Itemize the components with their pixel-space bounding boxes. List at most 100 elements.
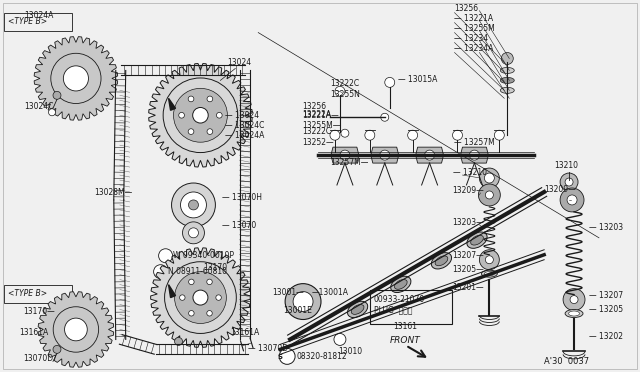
Text: 13024C: 13024C (24, 102, 54, 111)
Circle shape (381, 113, 388, 121)
Text: 13161A: 13161A (230, 328, 260, 337)
Circle shape (484, 173, 494, 183)
Text: 13209—: 13209— (544, 185, 576, 194)
Text: PLUG  プラグ: PLUG プラグ (374, 305, 412, 314)
Text: — 13070: — 13070 (222, 221, 257, 230)
Circle shape (189, 311, 194, 316)
Ellipse shape (500, 87, 515, 93)
Circle shape (469, 150, 479, 160)
Polygon shape (38, 292, 114, 367)
Circle shape (164, 262, 236, 333)
Circle shape (479, 168, 499, 188)
Text: 13222C: 13222C (330, 79, 359, 89)
Text: 13070D: 13070D (23, 355, 53, 363)
Circle shape (380, 150, 390, 160)
Polygon shape (150, 248, 250, 347)
Polygon shape (371, 147, 399, 163)
Circle shape (53, 307, 99, 352)
Text: 13252—: 13252— (302, 138, 333, 147)
Text: — 13070H: — 13070H (222, 193, 262, 202)
Text: 13256: 13256 (454, 4, 479, 13)
Circle shape (341, 129, 349, 137)
Circle shape (330, 130, 340, 140)
Polygon shape (34, 36, 118, 120)
Text: 13028M—: 13028M— (94, 188, 132, 197)
Circle shape (365, 130, 375, 140)
Circle shape (340, 150, 350, 160)
Circle shape (424, 150, 435, 160)
Text: S: S (278, 355, 283, 360)
Circle shape (494, 130, 504, 140)
Text: FRONT: FRONT (390, 336, 420, 346)
Ellipse shape (390, 276, 411, 292)
Text: 13210: 13210 (554, 161, 578, 170)
Ellipse shape (431, 253, 452, 269)
Circle shape (335, 86, 345, 96)
Circle shape (279, 349, 295, 364)
Text: 13203—: 13203— (452, 218, 484, 227)
Circle shape (172, 183, 216, 227)
Circle shape (53, 92, 61, 99)
Circle shape (154, 265, 168, 279)
Circle shape (207, 311, 212, 316)
Circle shape (570, 296, 578, 304)
Text: 13205—: 13205— (452, 265, 484, 274)
Circle shape (188, 129, 194, 134)
Ellipse shape (348, 301, 368, 318)
Polygon shape (460, 147, 488, 163)
Circle shape (207, 129, 212, 134)
Text: — 13205: — 13205 (589, 305, 623, 314)
Text: — 13015A: — 13015A (397, 76, 437, 84)
Text: — 13202: — 13202 (589, 333, 623, 341)
Text: 13222C: 13222C (302, 127, 331, 136)
Text: 13024A: 13024A (24, 11, 54, 20)
Polygon shape (148, 64, 252, 167)
Ellipse shape (484, 272, 494, 276)
Circle shape (188, 96, 194, 102)
Ellipse shape (351, 305, 364, 314)
Ellipse shape (394, 279, 407, 289)
Circle shape (216, 112, 222, 118)
Text: 08320-81812: 08320-81812 (296, 352, 347, 361)
Text: 13221A—: 13221A— (302, 111, 339, 120)
Circle shape (452, 130, 463, 140)
Circle shape (385, 77, 395, 87)
Circle shape (293, 292, 313, 311)
Circle shape (175, 337, 182, 346)
Ellipse shape (435, 256, 448, 266)
Text: A'30  0037: A'30 0037 (544, 357, 589, 366)
Text: 13161A: 13161A (19, 328, 49, 337)
Circle shape (207, 279, 212, 285)
Text: 13001E: 13001E (283, 305, 312, 314)
Text: 00933-21070: 00933-21070 (374, 295, 425, 304)
Circle shape (189, 200, 198, 210)
Text: — 13234A: — 13234A (454, 44, 494, 52)
Text: <TYPE B>: <TYPE B> (8, 289, 47, 298)
Circle shape (175, 272, 227, 324)
Text: N 08911-60810: N 08911-60810 (168, 267, 227, 276)
Circle shape (53, 346, 61, 353)
Circle shape (207, 96, 212, 102)
Text: — 13221A: — 13221A (454, 14, 493, 23)
Text: 13001—: 13001— (272, 288, 304, 296)
Text: 13255M—: 13255M— (302, 121, 340, 130)
Text: 13255N: 13255N (330, 90, 360, 99)
Circle shape (485, 256, 493, 264)
Circle shape (179, 112, 184, 118)
Circle shape (182, 222, 204, 244)
Circle shape (193, 108, 208, 123)
Text: — 13070D: — 13070D (248, 344, 289, 353)
Circle shape (334, 333, 346, 346)
Text: —13001A: —13001A (312, 288, 349, 296)
Polygon shape (168, 285, 175, 298)
Circle shape (49, 109, 56, 116)
Ellipse shape (500, 77, 515, 83)
Circle shape (501, 52, 513, 64)
Text: <TYPE B>: <TYPE B> (8, 17, 47, 26)
Text: 13024: 13024 (227, 58, 252, 67)
Text: 13161: 13161 (393, 323, 417, 331)
Text: — 13024A: — 13024A (225, 131, 265, 140)
Text: 13201—: 13201— (452, 283, 484, 292)
Text: 13222A: 13222A (302, 110, 331, 119)
Ellipse shape (467, 232, 487, 248)
